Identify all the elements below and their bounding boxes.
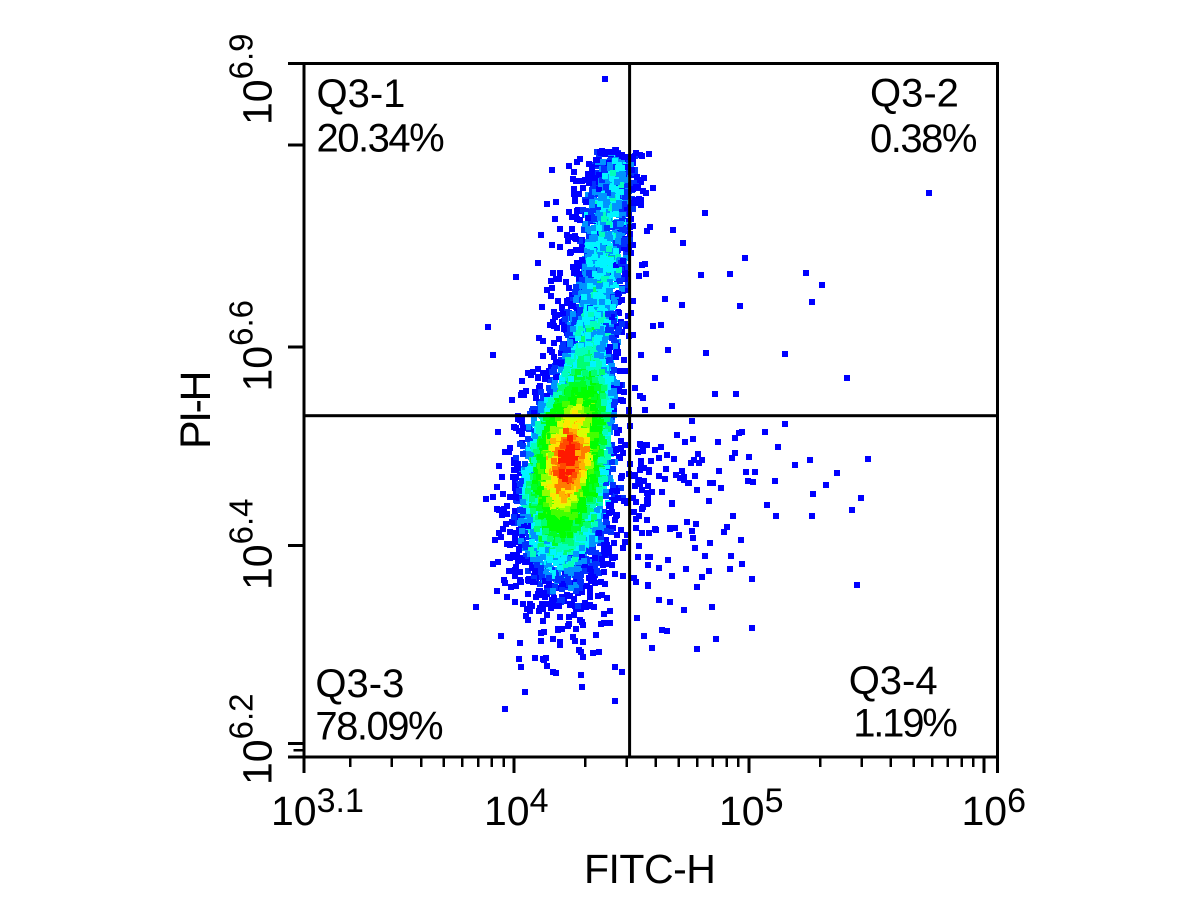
svg-text:Q3-2: Q3-2 bbox=[870, 71, 959, 115]
svg-text:PI-H: PI-H bbox=[172, 373, 220, 449]
svg-text:Q3-3: Q3-3 bbox=[315, 662, 404, 706]
svg-text:Q3-4: Q3-4 bbox=[849, 659, 938, 703]
svg-text:Q3-1: Q3-1 bbox=[317, 72, 406, 116]
svg-text:78.09%: 78.09% bbox=[315, 705, 443, 749]
svg-text:1.19%: 1.19% bbox=[853, 702, 957, 746]
svg-text:0.38%: 0.38% bbox=[870, 117, 977, 161]
svg-text:20.34%: 20.34% bbox=[317, 117, 445, 161]
svg-text:FITC-H: FITC-H bbox=[584, 846, 715, 892]
